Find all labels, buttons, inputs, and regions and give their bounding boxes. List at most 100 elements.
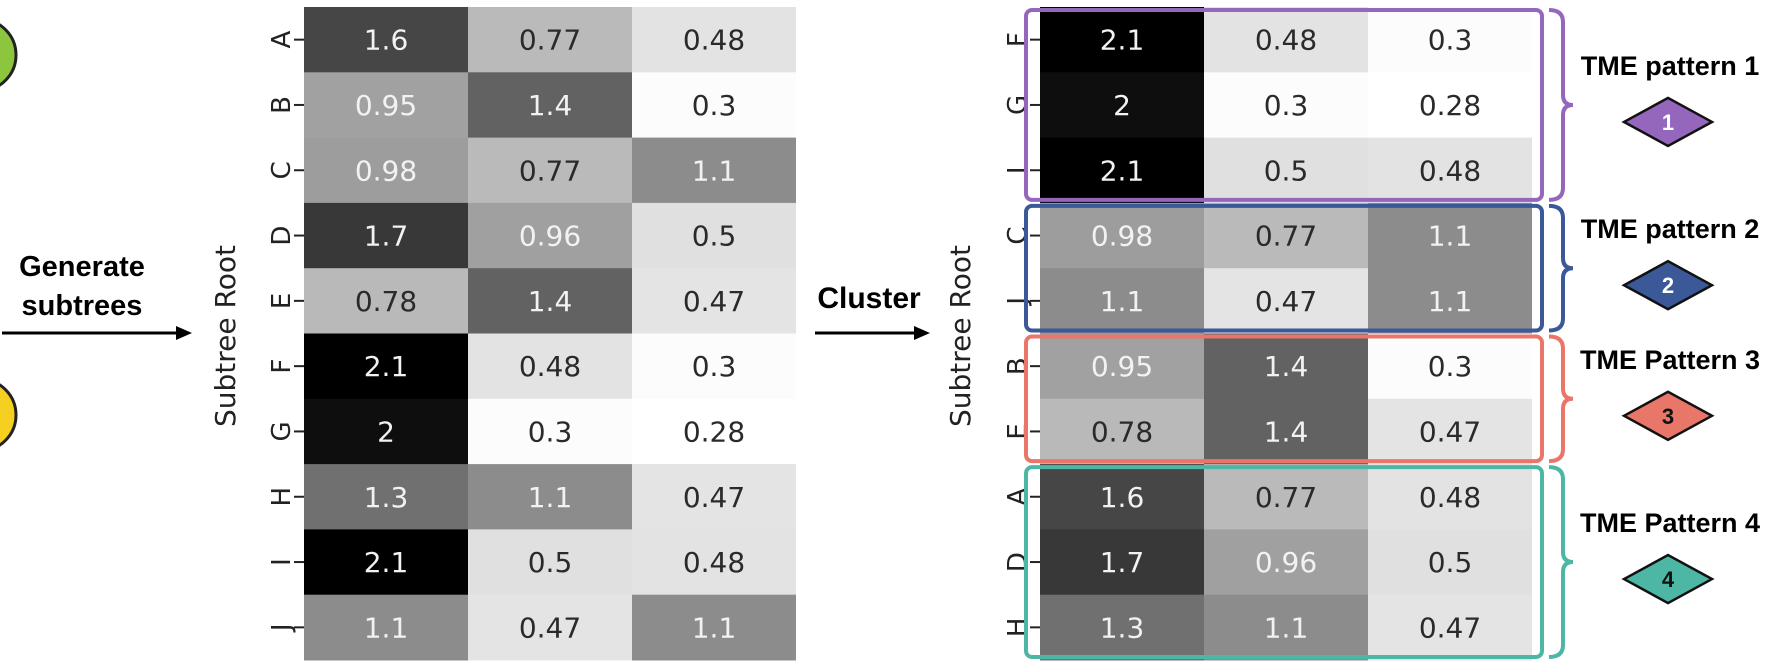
- heatmap-cell-value: 0.3: [1264, 89, 1309, 122]
- heatmap-cell-value: 0.3: [692, 89, 737, 122]
- tme-pattern-number: 3: [1662, 404, 1674, 429]
- heatmap-cell-value: 1.1: [692, 611, 737, 644]
- row-label: E: [1003, 423, 1033, 439]
- heatmap-cell-value: 1.1: [692, 154, 737, 187]
- heatmap-cell-value: 0.77: [1255, 220, 1317, 253]
- diamond-icon: [1621, 390, 1715, 442]
- heatmap-cell-value: 1.1: [364, 611, 409, 644]
- heatmap-cell-value: 1.4: [528, 285, 573, 318]
- heatmap-cell: [1368, 333, 1532, 400]
- brace-icon: [1548, 334, 1574, 464]
- heatmap-cell-value: 0.77: [1255, 481, 1317, 514]
- heatmap-cell-value: 2.1: [1100, 24, 1145, 57]
- heatmap-cell-value: 1.7: [364, 220, 409, 253]
- heatmap-cell: [304, 202, 468, 269]
- cluster-arrowhead-icon: [914, 326, 930, 340]
- heatmap-cell: [1040, 72, 1204, 139]
- row-label: F: [267, 359, 297, 374]
- heatmap-cell: [468, 594, 632, 661]
- tme-pattern-number: 2: [1662, 273, 1674, 298]
- generate-arrowhead-icon: [176, 326, 192, 340]
- heatmap-cell: [468, 137, 632, 204]
- heatmap-cell: [1204, 529, 1368, 596]
- brace-icon: [1548, 203, 1574, 333]
- heatmap-clustered-cells: 2.1 0.48 0.3 2 0.3 0.28 2.1 0.5 0.48 0.98 0.77 1.1 1…: [1040, 7, 1532, 661]
- heatmap-cell: [1040, 464, 1204, 530]
- heatmap-cell: [1204, 464, 1368, 530]
- heatmap-cell-value: 0.47: [683, 285, 745, 318]
- heatmap-original-ticks: A B C D E F G H I J: [267, 31, 304, 634]
- heatmap-cell-value: 0.47: [1255, 285, 1317, 318]
- row-label: D: [267, 226, 297, 246]
- heatmap-cell-value: 0.3: [528, 415, 573, 448]
- heatmap-cell: [304, 72, 468, 139]
- heatmap-cell: [632, 529, 796, 596]
- heatmap-cell: [1040, 594, 1204, 661]
- tme-pattern-number: 4: [1662, 567, 1675, 592]
- heatmap-cell-value: 1.6: [1100, 481, 1145, 514]
- heatmap-cell: [632, 72, 796, 139]
- heatmap-cell: [1040, 268, 1204, 334]
- heatmap-cell-value: 0.96: [519, 220, 581, 253]
- heatmap-cell-value: 1.1: [1428, 220, 1473, 253]
- row-label: A: [1003, 488, 1033, 506]
- row-label: I: [1003, 166, 1033, 174]
- row-label: J: [267, 624, 297, 634]
- tme-pattern-number: 1: [1662, 110, 1674, 135]
- row-label: I: [267, 558, 297, 566]
- heatmap-cell: [1040, 333, 1204, 400]
- heatmap-cell: [1368, 464, 1532, 530]
- heatmap-cell: [468, 268, 632, 334]
- generate-label-line1: Generate: [19, 251, 145, 283]
- heatmap-cell: [1040, 202, 1204, 269]
- yellow-node: [0, 383, 18, 447]
- tme-pattern-label: TME Pattern 3: [1580, 345, 1760, 375]
- heatmap-cell-value: 1.3: [364, 481, 409, 514]
- row-label: G: [1003, 95, 1033, 115]
- heatmap-cell-value: 1.1: [1264, 611, 1309, 644]
- generate-step: Generate subtrees: [2, 251, 192, 340]
- heatmap-cell: [468, 398, 632, 465]
- heatmap-cell: [304, 7, 468, 73]
- heatmap-original-cells: 1.6 0.77 0.48 0.95 1.4 0.3 0.98 0.77 1.1 1.7 0.96 0…: [304, 7, 796, 661]
- heatmap-cell-value: 0.5: [1264, 154, 1309, 187]
- heatmap-cell: [304, 594, 468, 661]
- diamond-icon: [1621, 259, 1715, 311]
- heatmap-cell: [468, 202, 632, 269]
- heatmap-cell: [632, 464, 796, 530]
- heatmap-cell-value: 2: [1113, 89, 1131, 122]
- heatmap-cell: [632, 333, 796, 400]
- row-label: F: [1003, 32, 1033, 47]
- heatmap-cell: [1368, 594, 1532, 661]
- heatmap-cell: [1204, 268, 1368, 334]
- heatmap-cell: [304, 137, 468, 204]
- heatmap-cell-value: 0.98: [1091, 220, 1153, 253]
- heatmap-cell: [1204, 594, 1368, 661]
- heatmap-cell-value: 0.98: [355, 154, 417, 187]
- heatmap-cell: [1204, 202, 1368, 269]
- heatmap-cell: [1368, 529, 1532, 596]
- heatmap-cell-value: 0.48: [683, 24, 745, 57]
- heatmap-cell: [1368, 268, 1532, 334]
- heatmap-cell: [1368, 72, 1532, 139]
- row-label: G: [267, 421, 297, 441]
- tme-pattern-label: TME Pattern 4: [1580, 508, 1760, 538]
- tme-pattern-box: [1024, 203, 1544, 333]
- heatmap-cell-value: 2.1: [1100, 154, 1145, 187]
- heatmap-cell-value: 0.95: [355, 89, 417, 122]
- heatmap-cell: [1040, 7, 1204, 73]
- tme-pattern-label: TME pattern 1: [1581, 51, 1760, 81]
- heatmap-cell: [1040, 398, 1204, 465]
- heatmap-cell-value: 0.3: [1428, 24, 1473, 57]
- heatmap-cell-value: 0.48: [1419, 481, 1481, 514]
- heatmap-cell: [632, 268, 796, 334]
- row-label: J: [1003, 297, 1033, 307]
- diamond-icon: [1621, 96, 1715, 148]
- row-label: B: [267, 96, 297, 114]
- heatmap-cell-value: 0.95: [1091, 350, 1153, 383]
- brace-icon: [1548, 465, 1574, 659]
- row-label: E: [267, 293, 297, 309]
- heatmap-cell-value: 0.48: [683, 546, 745, 579]
- heatmap-cell: [304, 529, 468, 596]
